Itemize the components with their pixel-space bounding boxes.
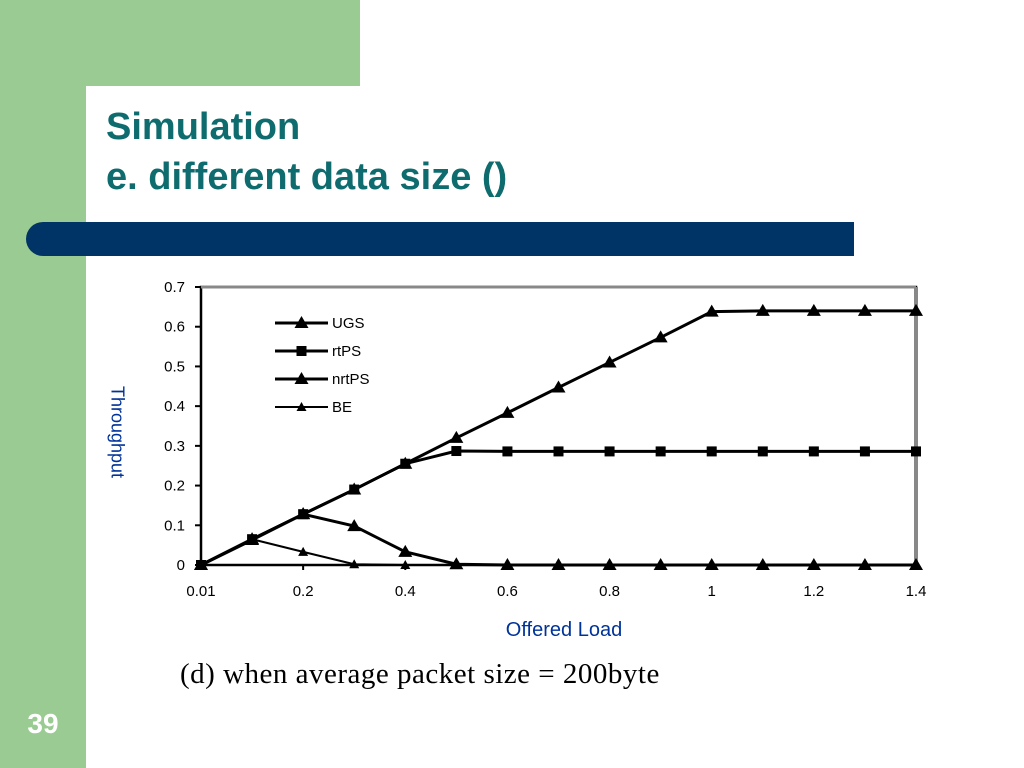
series-point-be <box>298 546 309 556</box>
y-tick-label: 0.3 <box>164 438 185 455</box>
series-point-be <box>553 560 564 569</box>
x-tick-label: 0.4 <box>395 583 416 600</box>
series-point-rtps <box>400 458 411 469</box>
series-point-be <box>400 560 411 569</box>
x-axis-label: Offered Load <box>505 619 623 641</box>
legend-label-rtps: rtPS <box>332 343 361 360</box>
title-divider-bar <box>26 222 854 256</box>
page-number: 39 <box>27 708 59 739</box>
title-line-2: e. different data size () <box>106 156 508 198</box>
green-left-band <box>0 0 86 768</box>
series-point-be <box>706 560 717 569</box>
x-tick-label: 1 <box>708 583 716 600</box>
series-point-be <box>859 560 870 569</box>
chart-caption: (d) when average packet size = 200byte <box>180 658 660 690</box>
series-point-nrtps <box>296 507 311 520</box>
y-tick-label: 0.6 <box>164 319 185 336</box>
x-tick-label: 0.6 <box>497 583 518 600</box>
series-point-be <box>757 560 768 569</box>
series-point-be <box>604 560 615 569</box>
series-point-ugs <box>909 303 923 316</box>
legend-marker-ugs <box>294 316 309 328</box>
series-point-be <box>349 559 360 569</box>
series-point-be <box>502 560 513 569</box>
title-line-1: Simulation <box>106 106 301 148</box>
series-point-be <box>247 534 258 544</box>
series-point-rtps <box>655 446 666 457</box>
series-point-ugs <box>653 330 668 343</box>
series-point-ugs <box>500 405 515 418</box>
legend-marker-be <box>296 402 307 411</box>
series-point-rtps <box>757 446 768 457</box>
y-tick-label: 0.2 <box>164 478 185 495</box>
series-point-ugs <box>704 304 719 317</box>
series-point-rtps <box>604 446 615 457</box>
legend-marker-rtps <box>296 346 307 356</box>
x-tick-label: 1.4 <box>906 583 927 600</box>
series-point-be <box>196 560 206 569</box>
series-point-rtps <box>808 446 819 457</box>
series-point-be <box>808 560 819 569</box>
series-point-rtps <box>553 446 564 457</box>
y-tick-label: 0.4 <box>164 398 185 415</box>
series-point-rtps <box>349 484 360 495</box>
series-point-be <box>655 560 666 569</box>
series-point-rtps <box>451 446 462 457</box>
series-point-ugs <box>449 430 464 443</box>
y-axis-label: Throughput <box>107 385 128 479</box>
x-tick-label: 0.01 <box>186 583 215 600</box>
y-tick-label: 0.7 <box>164 279 185 296</box>
series-point-be <box>911 560 921 569</box>
x-tick-label: 0.2 <box>293 583 314 600</box>
y-tick-label: 0.1 <box>164 517 185 534</box>
plot-area-frame <box>199 285 918 567</box>
series-point-ugs <box>857 303 872 316</box>
series-point-ugs <box>755 303 770 316</box>
series-point-rtps <box>859 446 870 457</box>
series-point-rtps <box>911 446 921 457</box>
legend-label-nrtps: nrtPS <box>332 371 370 388</box>
y-tick-label: 0.5 <box>164 358 185 375</box>
legend-marker-nrtps <box>294 372 309 384</box>
x-tick-label: 1.2 <box>803 583 824 600</box>
series-point-be <box>451 560 462 569</box>
series-point-rtps <box>502 446 513 457</box>
legend-label-be: BE <box>332 399 352 416</box>
series-point-nrtps <box>398 544 413 557</box>
series-point-ugs <box>602 355 617 368</box>
legend-label-ugs: UGS <box>332 315 365 332</box>
series-point-rtps <box>706 446 717 457</box>
series-point-ugs <box>551 380 566 393</box>
series-point-nrtps <box>347 519 362 532</box>
x-tick-label: 0.8 <box>599 583 620 600</box>
slide-title: Simulation e. different data size () <box>106 102 507 202</box>
y-tick-label: 0 <box>177 557 185 574</box>
series-point-ugs <box>806 303 821 316</box>
